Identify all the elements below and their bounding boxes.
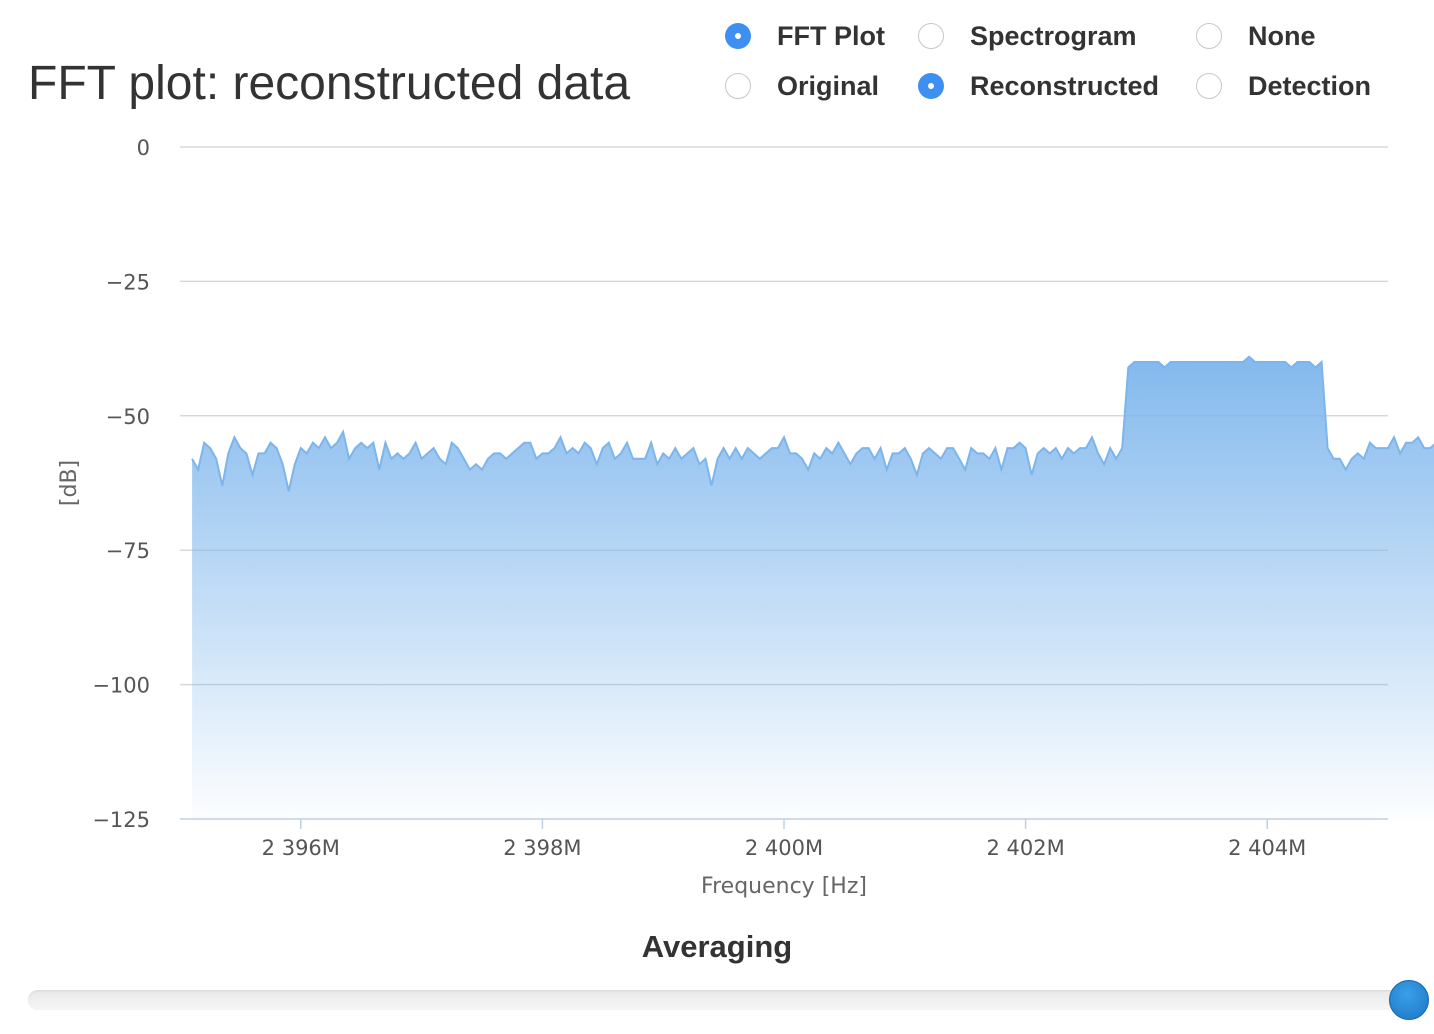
averaging-slider-track[interactable] [28,990,1410,1010]
x-tick-label: 2 398M [503,836,581,860]
averaging-slider-handle[interactable] [1389,980,1429,1020]
radio-label-spectrogram: Spectrogram [970,20,1137,51]
page-title: FFT plot: reconstructed data [28,57,631,110]
radio-spectrogram[interactable]: Spectrogram [918,16,1137,56]
x-tick-label: 2 404M [1228,836,1306,860]
y-tick-label: −25 [106,270,150,294]
radio-label-detection: Detection [1248,70,1372,101]
y-tick-label: −125 [92,808,150,832]
averaging-label: Averaging [641,929,793,964]
radio-button-icon[interactable] [725,23,751,49]
radio-button-icon[interactable] [918,73,944,99]
radio-none[interactable]: None [1196,16,1316,56]
fft-chart[interactable]: 0 −25 −50 −75 −100 −125 2 396M 2 398M 2 400M 2 40… [0,120,1434,920]
y-tick-label: −75 [106,539,150,563]
y-axis-title: [dB] [57,460,82,506]
radio-reconstructed[interactable]: Reconstructed [918,66,1159,106]
radio-button-icon[interactable] [725,73,751,99]
y-tick-label: −50 [106,405,150,429]
radio-original[interactable]: Original [725,66,879,106]
axes: 0 −25 −50 −75 −100 −125 2 396M 2 398M 2 400M 2 40… [57,136,1388,899]
series-area-fill [192,356,1434,819]
radio-label-reconstructed: Reconstructed [970,70,1160,101]
y-tick-label: −100 [92,674,150,698]
x-tick-label: 2 402M [986,836,1064,860]
x-tick-label: 2 396M [262,836,340,860]
x-tick-label: 2 400M [745,836,823,860]
radio-label-fft-plot: FFT Plot [777,20,885,51]
y-tick-label: 0 [137,136,150,160]
plot-options: FFT Plot Spectrogram None Original Recon… [0,0,1434,120]
radio-button-icon[interactable] [1196,73,1222,99]
x-axis-title: Frequency [Hz] [701,874,867,899]
radio-label-original: Original [777,70,880,101]
plot-area [191,355,1434,819]
series-line [191,355,1434,492]
radio-label-none: None [1248,20,1316,51]
radio-button-icon[interactable] [1196,23,1222,49]
radio-button-icon[interactable] [918,23,944,49]
radio-detection[interactable]: Detection [1196,66,1371,106]
radio-fft-plot[interactable]: FFT Plot [725,16,885,56]
